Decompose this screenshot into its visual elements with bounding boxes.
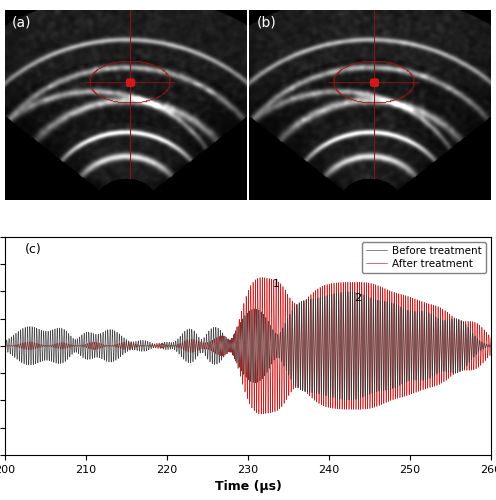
Before treatment [363,384,369,390]
Before treatment [347,288,353,294]
After treatment [488,334,494,340]
X-axis label: Time (μs): Time (μs) [215,480,281,494]
Text: 1: 1 [273,279,280,289]
Before treatment [388,312,394,318]
Legend: Before treatment, After treatment: Before treatment, After treatment [362,242,486,274]
Before treatment [290,325,296,331]
Line: Before treatment: Before treatment [5,292,491,400]
Before treatment [178,347,184,353]
After treatment [26,340,32,346]
After treatment [363,402,369,407]
Before treatment [346,397,352,403]
After treatment [258,411,264,417]
After treatment [178,344,184,350]
After treatment [388,332,394,338]
After treatment [259,274,265,280]
After treatment [290,322,296,328]
Before treatment [311,345,317,351]
Before treatment [26,336,32,342]
After treatment [311,358,317,364]
Before treatment [488,342,494,348]
Line: After treatment: After treatment [5,278,491,414]
Text: (c): (c) [24,243,41,256]
Before treatment [2,343,8,349]
After treatment [2,343,8,349]
Text: (a): (a) [12,16,32,30]
Text: 2: 2 [354,293,361,303]
Text: (b): (b) [256,16,276,30]
